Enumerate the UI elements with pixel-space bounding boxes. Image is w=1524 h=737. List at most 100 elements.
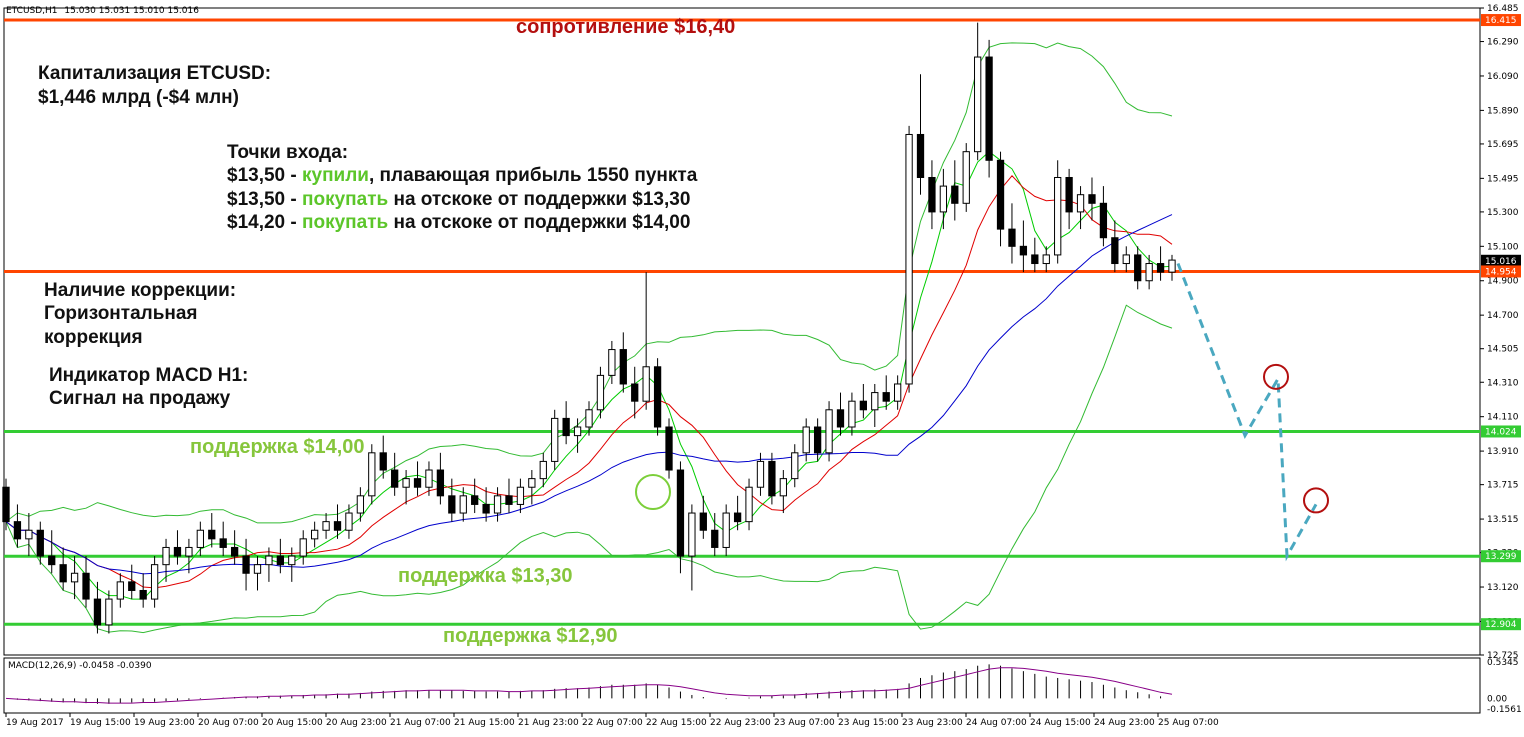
candle-body-down [448,495,456,514]
candle-body-up [745,486,753,523]
candle [905,125,913,393]
candle-body-up [596,374,605,411]
candle-body-up [345,512,353,531]
candle [985,39,993,178]
price-tick-label: 15.100 [1487,242,1519,252]
correction-title: Наличие коррекции: [44,280,237,301]
time-tick-label: 21 Aug 23:00 [518,718,579,728]
time-tick-label: 20 Aug 23:00 [326,718,387,728]
time-tick-label: 19 Aug 15:00 [70,718,131,728]
candle-body-down [562,417,570,437]
candle [36,521,44,565]
time-tick-label: 22 Aug 23:00 [710,718,771,728]
price-flag [1481,550,1521,563]
price-tick-label: 15.495 [1487,174,1519,184]
price-tick-label: 13.120 [1487,583,1519,593]
candle-body-up [25,529,33,540]
candle-body-up [871,392,879,411]
bollinger-bands [5,42,1173,634]
macd-title: MACD(12,26,9) -0.0458 -0.0390 [8,661,152,671]
candle [539,452,547,488]
price-tick-label: 14.900 [1487,277,1519,287]
candle-body-down [59,564,67,583]
candle [493,487,502,522]
candle-body-down [333,521,342,531]
macd-tick-label: 0.00 [1487,694,1507,704]
candle-body-up [105,598,113,626]
candle-body-down [996,159,1005,230]
candle-body-down [505,495,513,505]
candle-body-down [882,392,890,402]
candle [173,530,182,565]
candle-body-down [985,56,993,161]
price-flag-label: 13.299 [1485,552,1517,562]
candle [116,573,124,608]
candle [916,74,925,195]
candle-body-up [779,478,787,497]
macd-tick-label: -0.1561 [1487,705,1522,715]
candle-body-up [642,366,650,402]
candle-body-down [665,426,673,471]
price-tick-label: 14.700 [1487,311,1519,321]
forecast-path [635,262,1329,562]
candle-body-down [676,469,685,557]
price-tick-label: 14.310 [1487,378,1519,388]
candle [974,22,982,161]
candle-body-down [1031,254,1039,265]
candle [825,401,833,462]
time-tick-label: 21 Aug 15:00 [454,718,515,728]
candle-body-up [459,495,467,514]
price-tick-label: 13.910 [1487,447,1519,457]
candle-body-down [768,460,776,497]
macd-signal-title: Индикатор MACD H1: [49,365,249,386]
forecast-line [1176,262,1318,562]
candle [836,392,845,436]
price-flag-label: 14.954 [1485,267,1517,277]
candle [551,409,559,471]
price-flag-label: 12.904 [1485,620,1517,630]
candle [813,418,822,462]
time-tick-label: 20 Aug 07:00 [198,718,259,728]
macd-panel-frame [3,657,1481,714]
candle [299,530,307,565]
support-1290-label: поддержка $12,90 [443,625,618,647]
price-tick-label: 16.485 [1487,4,1519,14]
candle [2,478,10,531]
capitalization-title: Капитализация ETCUSD: [38,63,272,84]
candle [139,573,147,608]
price-tick-label: 14.505 [1487,345,1519,355]
candle-body-down [916,133,925,178]
candle [482,487,490,522]
ma-medium [5,175,1173,589]
candle-body-down [173,546,182,557]
candle-body-down [711,529,719,548]
candle-body-up [848,400,856,428]
price-tick-label: 15.695 [1487,140,1519,150]
candle [711,513,719,557]
price-flag-label: 14.024 [1485,427,1517,437]
candle-body-down [1099,202,1108,239]
candle [505,478,513,514]
candle-body-down [928,176,936,213]
candle [288,547,296,582]
candle-body-down [699,512,707,531]
candle-body-up [528,478,536,488]
candle [265,547,273,582]
candle [688,504,696,591]
candle-body-down [413,478,422,488]
time-tick-label: 20 Aug 15:00 [262,718,323,728]
candle [402,470,410,505]
candle [699,495,707,539]
candle [653,358,662,436]
time-tick-label: 22 Aug 15:00 [646,718,707,728]
correction-type-1: Горизонтальная [44,303,198,324]
candle-body-up [608,349,616,376]
candle-body-up [756,460,765,488]
candle [1042,246,1050,273]
candle [345,504,353,539]
candle [162,538,170,582]
candle-body-up [299,538,307,557]
candle [996,151,1005,247]
candle [939,168,948,230]
